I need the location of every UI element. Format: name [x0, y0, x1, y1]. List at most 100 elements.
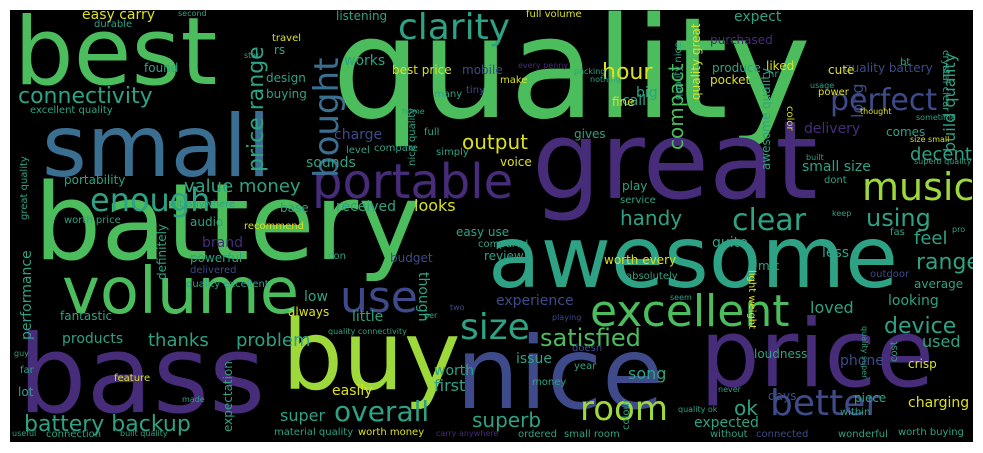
word-size: size [460, 307, 530, 348]
word-portable: portable [312, 154, 514, 210]
word-ok: ok [734, 396, 758, 420]
word-seem: seem [670, 293, 692, 302]
word-great-quality: great quality [19, 156, 30, 220]
word-small-room: small room [564, 429, 620, 440]
word-portability: portability [64, 173, 126, 187]
word-easily: easily [332, 383, 373, 399]
word-usage: usage [810, 81, 835, 90]
word-colour: colour [621, 399, 632, 430]
word-con: con [328, 251, 346, 262]
word-worth-money: worth money [358, 427, 425, 438]
word-fantastic: fantastic [60, 309, 113, 323]
word-products: products [62, 331, 124, 347]
word-range: range [916, 250, 973, 275]
word-play: play [622, 179, 648, 193]
word-built: built [806, 153, 824, 162]
word-mobile: mobile [462, 63, 503, 77]
word-year: year [574, 361, 597, 372]
word-charge: charge [334, 127, 383, 143]
word-budget: budget [390, 251, 433, 265]
word-excellent: excellent [590, 286, 790, 337]
word-lot: lot [18, 385, 34, 399]
word-fine: fine [612, 95, 635, 109]
word-definitely: definitely [155, 223, 169, 280]
word-clear: clear [732, 203, 807, 238]
word-using: using [866, 204, 931, 232]
word-experience: experience [496, 293, 574, 309]
word-issue: issue [516, 351, 552, 367]
word-size-small: size small [910, 135, 950, 144]
word-clarity: clarity [398, 10, 511, 48]
word-powerful: powerful [190, 251, 243, 265]
word-loved: loved [810, 298, 854, 317]
word-satisfied: satisfied [540, 324, 641, 352]
word-fas: fas [890, 227, 905, 238]
word-bit-anywhere: bit anywhere [170, 199, 236, 210]
word-wonderful: wonderful [838, 429, 888, 440]
word-crystal-clear: crystal clear [940, 50, 951, 112]
word-full: full [424, 127, 440, 138]
word-cute: cute [828, 63, 855, 77]
word-received: received [336, 199, 397, 215]
word-superb-quality: superb quality [914, 157, 972, 166]
word-hr: hr [768, 69, 779, 80]
word-overall: overall [334, 395, 430, 428]
word-listening: listening [336, 10, 388, 23]
word-thought: thought [860, 107, 892, 116]
word-always: always [288, 305, 330, 319]
word-works: works [344, 53, 386, 69]
word-excellent-quality: excellent quality [30, 105, 113, 116]
word-nice-quality: nice quality [407, 107, 418, 166]
word-cloud: quality battery best small great awesome… [10, 10, 973, 442]
word-worth-buying: worth buying [898, 427, 964, 438]
word-music: music [862, 165, 973, 209]
word-material-quality: material quality [274, 427, 354, 438]
word-performance: performance [19, 250, 35, 340]
word-phone: phone [840, 353, 884, 369]
word-pro: pro [952, 225, 966, 234]
word-bass: bass [18, 313, 266, 438]
word-money: money [532, 377, 567, 388]
word-price-range: price range [244, 46, 269, 172]
word-average: average [914, 277, 964, 291]
word-great: great [532, 99, 818, 224]
word-battery: battery [34, 161, 421, 284]
word-worth-price: worth price [64, 215, 121, 226]
word-superb: superb [472, 408, 542, 432]
word-useful: useful [12, 429, 37, 438]
word-sounds: sounds [306, 155, 356, 171]
word-quality: quality [332, 10, 811, 151]
word-recommend: recommend [244, 221, 304, 232]
word-quality-battery: quality battery [844, 61, 933, 75]
word-connection: connection [46, 429, 102, 440]
word-sometime: sometime [916, 113, 956, 122]
word-found: found [144, 61, 179, 75]
word-quality-nice: quality nice [673, 41, 684, 100]
word-built-quality: built quality [120, 429, 168, 438]
word-made: made [182, 395, 205, 404]
word-power: power [818, 87, 849, 98]
word-less: less [822, 245, 850, 261]
word-bt: bt [900, 57, 911, 68]
word-review: review [484, 249, 524, 263]
word-used: used [922, 332, 961, 351]
word-use: use [340, 272, 418, 323]
word-hour: hour [602, 60, 653, 85]
word-little: little [352, 309, 384, 325]
word-doesn: doesn [572, 343, 603, 354]
word-buying: buying [266, 87, 307, 101]
word-within: within [840, 407, 871, 418]
word-durable: durable [94, 19, 133, 30]
word-expectation: expectation [221, 361, 235, 432]
word-two: two [450, 303, 465, 312]
word-volume: volume [62, 255, 300, 329]
word-dont: dont [824, 175, 847, 186]
word-cost: cost [889, 341, 900, 362]
word-output: output [462, 130, 528, 154]
word-thanks: thanks [148, 330, 209, 351]
word-value-money: value money [184, 176, 301, 197]
word-delivery: delivery [804, 121, 861, 137]
word-days: days [768, 389, 797, 403]
word-voice: voice [500, 155, 532, 169]
word-feel: feel [914, 228, 948, 249]
